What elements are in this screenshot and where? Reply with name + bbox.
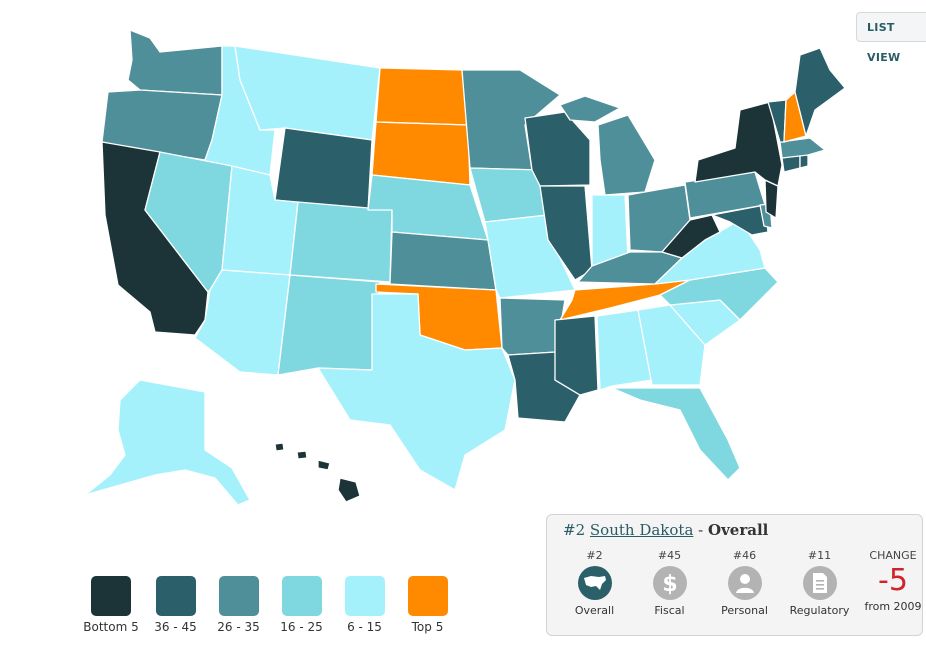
metric-rank: #11 (807, 549, 832, 562)
state-south-dakota[interactable] (371, 121, 471, 186)
legend-label: Bottom 5 (83, 620, 139, 634)
legend-item: 36 - 45 (144, 576, 207, 634)
state-hawaii-big[interactable] (337, 477, 361, 503)
state-new-mexico[interactable] (277, 274, 381, 376)
metrics-row: #2 Overall #45 $ Fiscal #46 Personal #11 (557, 549, 926, 617)
legend-label: 36 - 45 (154, 620, 197, 634)
metric-label: Overall (574, 604, 615, 617)
legend-item: 26 - 35 (207, 576, 270, 634)
legend-item: 6 - 15 (333, 576, 396, 634)
metric-fiscal[interactable]: #45 $ Fiscal (632, 549, 707, 617)
state-rhode-island[interactable] (799, 154, 809, 169)
legend-item: Top 5 (396, 576, 459, 634)
state-maine[interactable] (794, 47, 846, 137)
legend-label: 6 - 15 (347, 620, 382, 634)
svg-text:$: $ (662, 572, 677, 595)
legend-swatch (155, 576, 196, 616)
state-colorado[interactable] (289, 201, 393, 283)
state-hawaii-maui[interactable] (317, 459, 331, 471)
metric-rank: #2 (586, 549, 603, 562)
info-category: Overall (708, 521, 769, 539)
state-wisconsin[interactable] (524, 111, 591, 187)
change-box: CHANGE -5 from 2009 (857, 549, 926, 617)
state-info-panel: #2 South Dakota - Overall #2 Overall #45… (546, 514, 923, 636)
metric-rank: #46 (732, 549, 757, 562)
legend-swatch (407, 576, 448, 616)
state-alabama[interactable] (596, 309, 653, 391)
metric-rank: #45 (657, 549, 682, 562)
legend-label: Top 5 (411, 620, 444, 634)
state-alaska[interactable] (84, 379, 251, 506)
person-icon[interactable] (727, 566, 762, 600)
state-michigan[interactable] (597, 114, 656, 196)
metric-label: Personal (721, 604, 768, 617)
state-hawaii-kauai[interactable] (274, 442, 285, 452)
legend-swatch (91, 576, 131, 616)
legend: Bottom 5 36 - 45 26 - 35 16 - 25 6 - 15 Top 5 (78, 576, 459, 634)
legend-item: Bottom 5 (78, 576, 144, 634)
state-michigan-up[interactable] (559, 95, 621, 123)
metric-label: Regulatory (789, 604, 850, 617)
change-header: CHANGE (869, 549, 917, 562)
info-rank: #2 (563, 521, 586, 539)
info-state-link[interactable]: South Dakota (589, 521, 694, 539)
info-title: #2 South Dakota - Overall (563, 521, 922, 539)
legend-item: 16 - 25 (270, 576, 333, 634)
change-from: from 2009 (864, 600, 922, 613)
dollar-icon[interactable]: $ (652, 566, 687, 600)
info-separator: - (693, 521, 708, 539)
metric-overall[interactable]: #2 Overall (557, 549, 632, 617)
legend-label: 16 - 25 (280, 620, 323, 634)
state-west-virginia[interactable] (661, 214, 721, 259)
state-texas[interactable] (317, 293, 516, 491)
state-maryland[interactable] (711, 204, 769, 236)
usa-map-icon[interactable] (577, 566, 612, 600)
legend-swatch (281, 576, 322, 616)
state-georgia[interactable] (637, 304, 706, 386)
metric-personal[interactable]: #46 Personal (707, 549, 782, 617)
state-florida[interactable] (611, 387, 741, 481)
metric-regulatory[interactable]: #11 Regulatory (782, 549, 857, 617)
legend-swatch (344, 576, 385, 616)
state-new-york[interactable] (694, 101, 783, 187)
legend-label: 26 - 35 (217, 620, 260, 634)
state-mississippi[interactable] (554, 315, 599, 396)
change-value: -5 (878, 563, 908, 598)
metric-label: Fiscal (654, 604, 685, 617)
list-view-button[interactable]: LIST VIEW (856, 12, 926, 64)
document-icon[interactable] (802, 566, 837, 600)
state-massachusetts[interactable] (779, 137, 826, 159)
state-wyoming[interactable] (274, 127, 373, 211)
state-kansas[interactable] (389, 231, 497, 291)
state-washington[interactable] (127, 29, 223, 96)
legend-swatch (218, 576, 259, 616)
state-hawaii-oahu[interactable] (296, 450, 308, 460)
state-north-dakota[interactable] (375, 67, 469, 126)
